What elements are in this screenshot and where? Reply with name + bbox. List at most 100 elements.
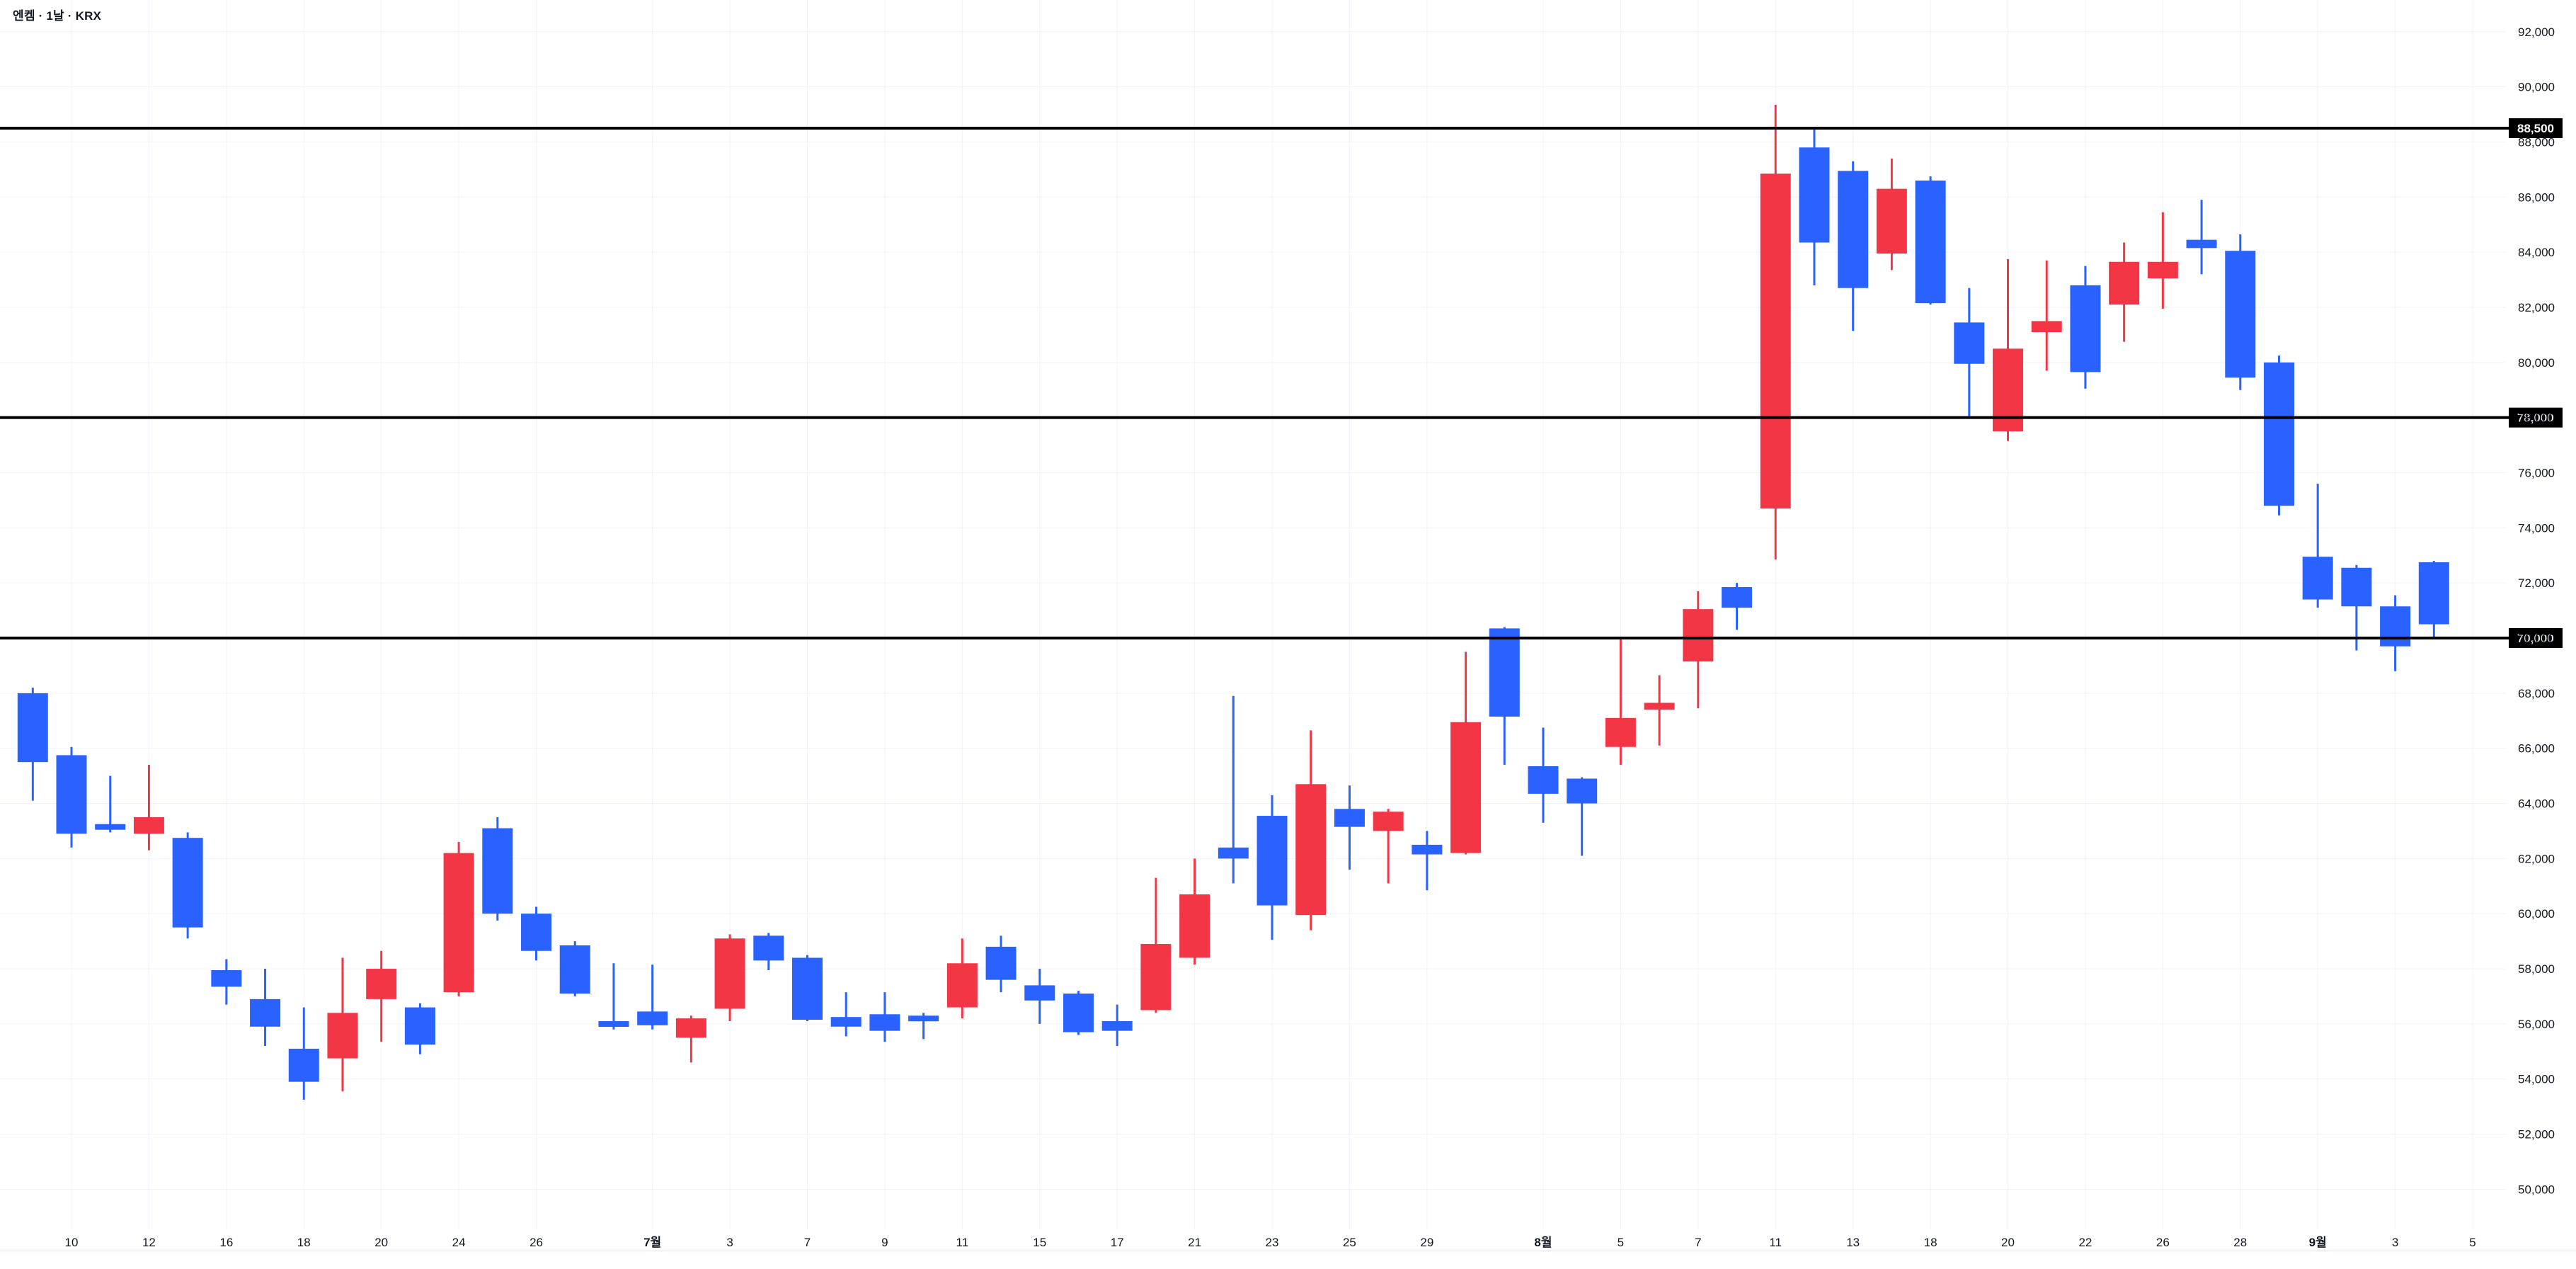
candle-body <box>2380 606 2411 647</box>
price-tick-label: 88,000 <box>2518 135 2555 149</box>
candle-body <box>1528 766 1559 794</box>
candle-body <box>1450 722 1482 853</box>
candle-body <box>2225 251 2256 378</box>
candle <box>1876 158 1907 271</box>
price-tick-label: 86,000 <box>2518 190 2555 204</box>
time-tick-label: 25 <box>1343 1236 1356 1249</box>
vertical-gridline <box>71 0 72 1230</box>
horizontal-gridline <box>0 1023 2506 1025</box>
candle <box>1683 591 1714 709</box>
horizontal-price-line[interactable] <box>0 416 2509 419</box>
horizontal-price-line[interactable] <box>0 127 2509 130</box>
vertical-gridline <box>1930 0 1931 1230</box>
candle <box>946 938 978 1019</box>
candle <box>17 688 48 801</box>
time-tick-month-label: 9월 <box>2309 1236 2327 1249</box>
candle <box>2225 234 2256 390</box>
grid-layer <box>0 0 2506 1230</box>
time-tick-label: 10 <box>65 1236 79 1249</box>
price-tick-label: 80,000 <box>2518 356 2555 370</box>
candle-body <box>1954 322 1985 364</box>
candle <box>792 955 823 1022</box>
candle <box>521 906 552 961</box>
candle-body <box>482 828 513 914</box>
vertical-gridline <box>652 0 653 1230</box>
candle <box>1722 583 1753 630</box>
price-line-tag-label: 88,500 <box>2517 122 2554 135</box>
vertical-gridline <box>807 0 808 1230</box>
price-tick-label: 60,000 <box>2518 907 2555 921</box>
candle <box>250 969 281 1047</box>
horizontal-gridline <box>0 31 2506 33</box>
candle <box>598 963 629 1030</box>
price-tick-label: 66,000 <box>2518 742 2555 756</box>
time-tick-label: 20 <box>2001 1236 2015 1249</box>
candle-wick <box>2045 260 2048 371</box>
vertical-gridline <box>1271 0 1273 1230</box>
candle-body <box>1876 188 1907 254</box>
candle-body <box>1605 717 1636 747</box>
symbol-legend[interactable]: 엔켐 · 1날 · KRX <box>13 9 102 23</box>
price-line-tag <box>2509 628 2563 649</box>
candle-body <box>327 1013 358 1059</box>
candle-body <box>1412 844 1443 855</box>
time-tick-label: 28 <box>2233 1236 2247 1249</box>
price-line-tag-label: 70,000 <box>2517 632 2554 645</box>
time-axis[interactable]: 10 12 16 18 20 24 26 7월 3 7 9 11 15 17 21 23 25 29 8월 5 7 11 1… <box>0 1236 2576 1251</box>
time-tick-label: 11 <box>956 1236 969 1249</box>
time-tick-label: 18 <box>1924 1236 1937 1249</box>
time-tick-label: 13 <box>1846 1236 1860 1249</box>
candle <box>1101 1004 1133 1047</box>
candle <box>1993 258 2024 441</box>
candle-body <box>598 1021 629 1028</box>
time-tick-label: 5 <box>2469 1236 2475 1249</box>
candle-wick <box>612 963 615 1030</box>
time-tick-label: 26 <box>529 1236 543 1249</box>
horizontal-gridline <box>0 196 2506 198</box>
candle-wick <box>147 765 150 850</box>
candle <box>753 933 784 971</box>
candle-body <box>675 1018 706 1038</box>
candle-body <box>714 938 745 1009</box>
price-tick-label: 52,000 <box>2518 1128 2555 1142</box>
price-tick-label: 62,000 <box>2518 852 2555 865</box>
candles-layer <box>17 104 2449 1100</box>
candle <box>2341 564 2372 651</box>
candle-body <box>17 693 48 763</box>
candle <box>1760 104 1791 560</box>
price-axis[interactable]: 92,000 90,000 88,000 86,000 84,000 82,000 80,0… <box>2518 25 2555 1197</box>
candle-body <box>1915 180 1946 304</box>
candle-body <box>1179 894 1210 958</box>
candle <box>288 1007 319 1100</box>
candle-body <box>559 945 590 994</box>
horizontal-price-line[interactable] <box>0 637 2509 640</box>
time-tick-label: 7 <box>1695 1236 1701 1249</box>
candle-wick <box>1581 777 1584 856</box>
time-tick-month-label: 8월 <box>1534 1236 1552 1249</box>
candle <box>714 934 745 1022</box>
price-tick-label: 68,000 <box>2518 687 2555 700</box>
candle-body <box>1295 784 1327 916</box>
candle <box>1838 161 1869 331</box>
candle <box>1915 176 1946 305</box>
candle-wick <box>922 1013 925 1040</box>
candle <box>1954 288 1985 416</box>
horizontal-gridline <box>0 362 2506 363</box>
candle-body <box>1722 587 1753 608</box>
price-tick-label: 92,000 <box>2518 25 2555 39</box>
time-tick-label: 23 <box>1266 1236 1279 1249</box>
time-tick-month-label: 7월 <box>643 1236 661 1249</box>
time-tick-label: 16 <box>219 1236 233 1249</box>
candle-body <box>2186 239 2217 249</box>
candle-body <box>2031 321 2062 333</box>
candle-body <box>366 969 397 999</box>
time-tick-label: 9 <box>881 1236 888 1249</box>
candle <box>327 957 358 1092</box>
candle <box>1450 651 1482 855</box>
vertical-gridline <box>1039 0 1041 1230</box>
time-tick-label: 11 <box>1769 1236 1782 1249</box>
candle-body <box>133 817 164 834</box>
time-tick-label: 17 <box>1111 1236 1124 1249</box>
price-tick-label: 70,000 <box>2518 632 2555 645</box>
